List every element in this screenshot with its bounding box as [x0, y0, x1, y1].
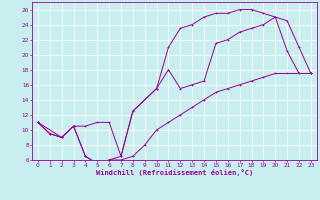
X-axis label: Windchill (Refroidissement éolien,°C): Windchill (Refroidissement éolien,°C) — [96, 169, 253, 176]
